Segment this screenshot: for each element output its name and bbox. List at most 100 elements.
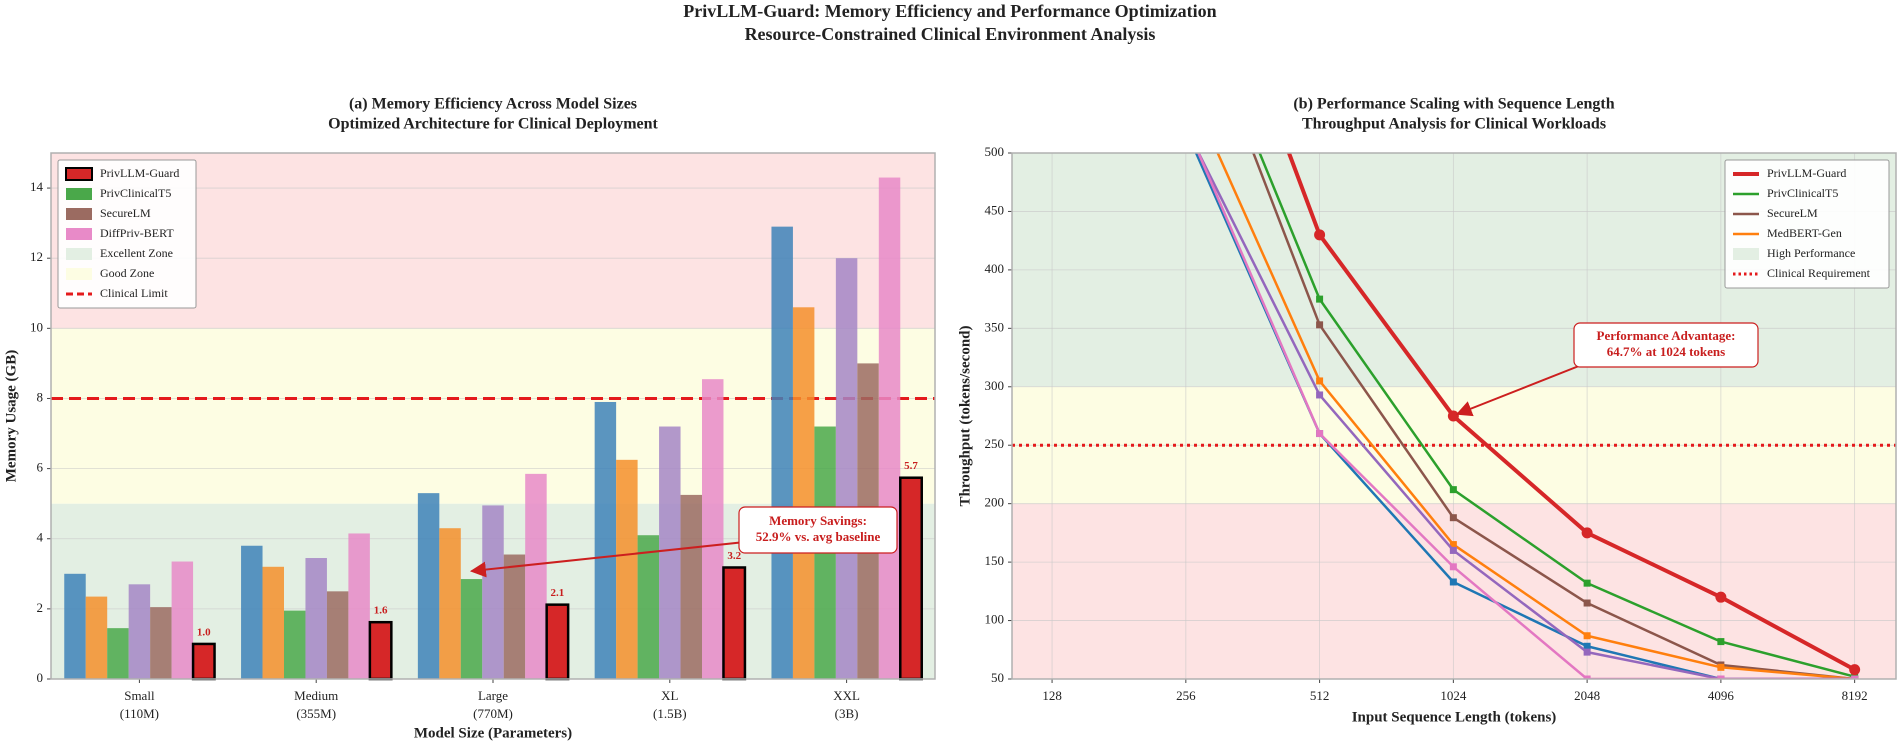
point bbox=[1316, 321, 1324, 329]
value-label: 5.7 bbox=[904, 460, 918, 472]
bar bbox=[85, 596, 108, 679]
legend-label: DiffPriv-BERT bbox=[100, 226, 174, 240]
legend-label: PrivClinicalT5 bbox=[1767, 186, 1838, 200]
point bbox=[1449, 514, 1457, 522]
series-line bbox=[1216, 153, 1855, 679]
bar bbox=[771, 226, 793, 679]
point bbox=[1581, 527, 1593, 539]
bar bbox=[171, 561, 194, 679]
bar bbox=[722, 566, 747, 681]
chart-title: (a) Memory Efficiency Across Model Sizes bbox=[349, 96, 637, 113]
bar bbox=[503, 554, 526, 679]
point bbox=[1717, 663, 1725, 671]
legend-swatch bbox=[65, 167, 93, 181]
y-tick-label: 8 bbox=[37, 389, 44, 404]
bar bbox=[545, 603, 570, 681]
annotation-box bbox=[738, 506, 898, 554]
legend-label: PrivLLM-Guard bbox=[1767, 166, 1846, 180]
point bbox=[1583, 642, 1591, 650]
bar bbox=[262, 566, 284, 679]
bar bbox=[792, 307, 815, 679]
bar bbox=[128, 584, 151, 679]
legend-label: Excellent Zone bbox=[100, 246, 173, 260]
x-tick-label: Small (110M) bbox=[120, 688, 159, 721]
y-tick-label: 100 bbox=[985, 612, 1005, 627]
point bbox=[1717, 638, 1725, 646]
point bbox=[1316, 295, 1324, 303]
point bbox=[1583, 648, 1591, 656]
value-label: 3.2 bbox=[727, 550, 741, 562]
bar bbox=[241, 545, 263, 679]
y-axis-label: Memory Usage (GB) bbox=[3, 350, 19, 482]
series-line bbox=[1286, 153, 1856, 672]
y-tick-label: 250 bbox=[985, 436, 1005, 451]
plot-frame bbox=[1011, 152, 1897, 680]
y-tick-label: 500 bbox=[985, 144, 1005, 159]
y-tick-label: 150 bbox=[985, 553, 1005, 568]
plot-area bbox=[1182, 126, 1861, 679]
point bbox=[1449, 546, 1457, 554]
legend-swatch bbox=[1733, 248, 1759, 260]
y-tick-label: 10 bbox=[30, 319, 43, 334]
y-tick-label: 6 bbox=[37, 460, 44, 475]
x-tick-label: 1024 bbox=[1440, 688, 1467, 703]
annotation: Memory Savings: 52.9% vs. avg baseline bbox=[756, 513, 881, 544]
bar bbox=[348, 533, 370, 679]
y-tick-label: 14 bbox=[30, 179, 44, 194]
annotation: Performance Advantage: 64.7% at 1024 toke… bbox=[1597, 328, 1736, 359]
bar bbox=[482, 505, 504, 679]
x-tick-label: Large (770M) bbox=[473, 688, 513, 721]
x-tick-label: XXL (3B) bbox=[833, 688, 860, 721]
series-line bbox=[1197, 153, 1855, 679]
y-tick-label: 300 bbox=[985, 378, 1005, 393]
bar bbox=[439, 528, 461, 679]
bar bbox=[64, 573, 86, 679]
annotation-box bbox=[1573, 322, 1759, 368]
legend-box bbox=[1724, 159, 1890, 289]
x-tick-label: 8192 bbox=[1842, 688, 1868, 703]
bar bbox=[150, 607, 172, 679]
point bbox=[1449, 563, 1457, 571]
bar bbox=[616, 459, 638, 679]
bar bbox=[594, 401, 617, 679]
legend-label: SecureLM bbox=[100, 206, 151, 220]
chart-subtitle: Throughput Analysis for Clinical Workloa… bbox=[1302, 116, 1606, 133]
point bbox=[1715, 591, 1727, 603]
value-label: 1.0 bbox=[197, 626, 211, 638]
x-tick-label: 128 bbox=[1042, 688, 1062, 703]
legend-label: SecureLM bbox=[1767, 206, 1818, 220]
x-tick-label: 256 bbox=[1176, 688, 1196, 703]
x-tick-label: Medium (355M) bbox=[294, 688, 338, 721]
point bbox=[1316, 391, 1324, 399]
point bbox=[1583, 675, 1591, 679]
bar bbox=[680, 494, 703, 679]
series-line bbox=[1252, 153, 1855, 679]
y-tick-label: 200 bbox=[985, 495, 1005, 510]
y-tick-label: 350 bbox=[985, 319, 1005, 334]
point bbox=[1717, 675, 1725, 679]
point bbox=[1583, 599, 1591, 607]
bar bbox=[525, 473, 547, 679]
point bbox=[1447, 410, 1459, 422]
series-line bbox=[1258, 153, 1855, 678]
bar bbox=[878, 177, 901, 679]
bar bbox=[305, 558, 327, 679]
legend-label: High Performance bbox=[1767, 246, 1855, 260]
point bbox=[1182, 126, 1189, 133]
x-tick-label: 512 bbox=[1310, 688, 1330, 703]
bar bbox=[417, 493, 440, 679]
y-tick-label: 2 bbox=[37, 600, 44, 615]
legend-label: Clinical Limit bbox=[100, 286, 168, 300]
x-tick-label: XL (1.5B) bbox=[653, 688, 687, 721]
bar bbox=[191, 642, 216, 681]
bar bbox=[460, 579, 483, 679]
legend-swatch bbox=[66, 228, 92, 240]
y-tick-label: 4 bbox=[37, 530, 44, 545]
bar bbox=[368, 620, 393, 681]
legend-swatch bbox=[66, 208, 92, 220]
plot-frame bbox=[50, 152, 936, 680]
x-axis-label: Input Sequence Length (tokens) bbox=[1352, 709, 1557, 725]
point bbox=[1583, 632, 1591, 640]
bar bbox=[637, 535, 660, 679]
